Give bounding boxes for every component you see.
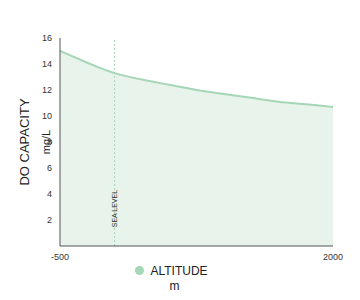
- svg-text:10: 10: [42, 111, 52, 121]
- svg-text:4: 4: [47, 189, 52, 199]
- html-text:m: m: [169, 279, 180, 293]
- svg-text:6: 6: [47, 163, 52, 173]
- svg-text:-500: -500: [51, 252, 69, 262]
- svg-text:DO CAPACITY: DO CAPACITY: [17, 98, 32, 185]
- svg-text:2000: 2000: [323, 252, 343, 262]
- svg-text:SEA LEVEL: SEA LEVEL: [111, 190, 118, 227]
- svg-text:16: 16: [42, 33, 52, 43]
- svg-text:mg/L: mg/L: [40, 130, 52, 154]
- html-text:ALTITUDE: ALTITUDE: [150, 264, 208, 278]
- svg-text:2: 2: [47, 215, 52, 225]
- svg-text:12: 12: [42, 85, 52, 95]
- svg-text:14: 14: [42, 59, 52, 69]
- svg-text:8: 8: [47, 137, 52, 147]
